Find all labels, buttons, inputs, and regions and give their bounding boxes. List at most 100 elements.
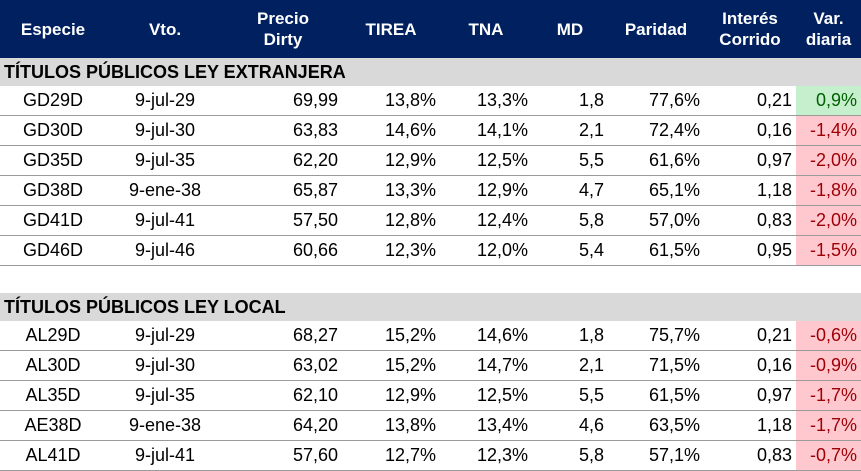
cell-tna: 14,7% [440, 350, 532, 381]
header-interes-line1: Interés [722, 9, 778, 28]
header-paridad: Paridad [608, 0, 704, 58]
cell-var: -1,4% [796, 115, 861, 146]
cell-tna: 13,4% [440, 410, 532, 441]
header-interes-line2: Corrido [719, 30, 781, 49]
cell-md: 2,1 [532, 350, 608, 381]
cell-especie: AL35D [0, 380, 106, 411]
cell-especie: GD29D [0, 86, 106, 116]
cell-tna: 14,1% [440, 115, 532, 146]
cell-var: -2,0% [796, 205, 861, 236]
cell-vto: 9-jul-41 [106, 440, 224, 471]
spacer-cell [0, 266, 861, 294]
cell-tirea: 12,7% [342, 440, 440, 471]
cell-interes: 0,97 [704, 145, 796, 176]
cell-especie: GD35D [0, 145, 106, 176]
cell-vto: 9-jul-46 [106, 235, 224, 266]
table-row: AL29D 9-jul-29 68,27 15,2% 14,6% 1,8 75,7% 0,21… [0, 321, 861, 351]
header-interes-corrido: Interés Corrido [704, 0, 796, 58]
table-row: GD46D 9-jul-46 60,66 12,3% 12,0% 5,4 61,5% 0,95… [0, 235, 861, 266]
cell-especie: GD38D [0, 175, 106, 206]
cell-var: -0,6% [796, 321, 861, 351]
cell-var: -1,5% [796, 235, 861, 266]
cell-tirea: 13,8% [342, 86, 440, 116]
header-vto: Vto. [106, 0, 224, 58]
cell-tirea: 13,3% [342, 175, 440, 206]
cell-vto: 9-ene-38 [106, 175, 224, 206]
header-tirea: TIREA [342, 0, 440, 58]
cell-md: 1,8 [532, 321, 608, 351]
cell-tna: 12,0% [440, 235, 532, 266]
cell-especie: GD30D [0, 115, 106, 146]
cell-tna: 12,4% [440, 205, 532, 236]
table-row: GD29D 9-jul-29 69,99 13,8% 13,3% 1,8 77,6% 0,21… [0, 86, 861, 116]
section-title: TÍTULOS PÚBLICOS LEY LOCAL [0, 293, 861, 321]
cell-md: 5,8 [532, 205, 608, 236]
cell-var: -1,7% [796, 410, 861, 441]
cell-tna: 12,5% [440, 145, 532, 176]
cell-interes: 0,95 [704, 235, 796, 266]
cell-var: -1,8% [796, 175, 861, 206]
cell-md: 4,7 [532, 175, 608, 206]
cell-tna: 12,9% [440, 175, 532, 206]
cell-precio: 63,83 [224, 115, 342, 146]
header-precio-line1: Precio [257, 9, 309, 28]
cell-var: -2,0% [796, 145, 861, 176]
cell-precio: 63,02 [224, 350, 342, 381]
spacer-row [0, 266, 861, 294]
cell-precio: 65,87 [224, 175, 342, 206]
cell-vto: 9-jul-35 [106, 380, 224, 411]
cell-interes: 1,18 [704, 175, 796, 206]
cell-tirea: 15,2% [342, 321, 440, 351]
cell-precio: 62,20 [224, 145, 342, 176]
cell-paridad: 75,7% [608, 321, 704, 351]
header-row: Especie Vto. Precio Dirty TIREA TNA MD Pa… [0, 0, 861, 58]
header-var-line2: diaria [805, 30, 852, 49]
cell-vto: 9-jul-29 [106, 321, 224, 351]
cell-interes: 0,97 [704, 380, 796, 411]
cell-md: 2,1 [532, 115, 608, 146]
section-header-row: TÍTULOS PÚBLICOS LEY LOCAL [0, 293, 861, 321]
cell-interes: 0,16 [704, 115, 796, 146]
cell-md: 5,5 [532, 380, 608, 411]
cell-tirea: 14,6% [342, 115, 440, 146]
cell-precio: 60,66 [224, 235, 342, 266]
section-header-row: TÍTULOS PÚBLICOS LEY EXTRANJERA [0, 58, 861, 86]
table-row: AL35D 9-jul-35 62,10 12,9% 12,5% 5,5 61,5% 0,97… [0, 380, 861, 411]
cell-especie: GD41D [0, 205, 106, 236]
cell-tna: 12,5% [440, 380, 532, 411]
cell-vto: 9-jul-29 [106, 86, 224, 116]
cell-interes: 0,83 [704, 440, 796, 471]
cell-var: 0,9% [796, 86, 861, 116]
cell-vto: 9-jul-41 [106, 205, 224, 236]
cell-md: 4,6 [532, 410, 608, 441]
cell-tirea: 12,3% [342, 235, 440, 266]
table-row: GD35D 9-jul-35 62,20 12,9% 12,5% 5,5 61,6% 0,97… [0, 145, 861, 176]
cell-paridad: 65,1% [608, 175, 704, 206]
header-precio-line2: Dirty [263, 30, 303, 49]
section-title: TÍTULOS PÚBLICOS LEY EXTRANJERA [0, 58, 861, 86]
table-row: GD30D 9-jul-30 63,83 14,6% 14,1% 2,1 72,4% 0,16… [0, 115, 861, 146]
header-especie: Especie [0, 0, 106, 58]
header-var-line1: Var. [813, 9, 844, 28]
cell-paridad: 57,1% [608, 440, 704, 471]
cell-precio: 57,60 [224, 440, 342, 471]
cell-precio: 62,10 [224, 380, 342, 411]
cell-especie: AE38D [0, 410, 106, 441]
cell-interes: 1,18 [704, 410, 796, 441]
cell-var: -0,9% [796, 350, 861, 381]
cell-tirea: 12,9% [342, 145, 440, 176]
table-row: AL30D 9-jul-30 63,02 15,2% 14,7% 2,1 71,5% 0,16… [0, 350, 861, 381]
cell-tirea: 13,8% [342, 410, 440, 441]
cell-interes: 0,83 [704, 205, 796, 236]
cell-tirea: 12,8% [342, 205, 440, 236]
cell-var: -1,7% [796, 380, 861, 411]
cell-md: 5,5 [532, 145, 608, 176]
cell-precio: 64,20 [224, 410, 342, 441]
cell-paridad: 61,6% [608, 145, 704, 176]
cell-tirea: 12,9% [342, 380, 440, 411]
header-tna: TNA [440, 0, 532, 58]
cell-precio: 69,99 [224, 86, 342, 116]
cell-tirea: 15,2% [342, 350, 440, 381]
table-row: AE38D 9-ene-38 64,20 13,8% 13,4% 4,6 63,5% 1,18… [0, 410, 861, 441]
